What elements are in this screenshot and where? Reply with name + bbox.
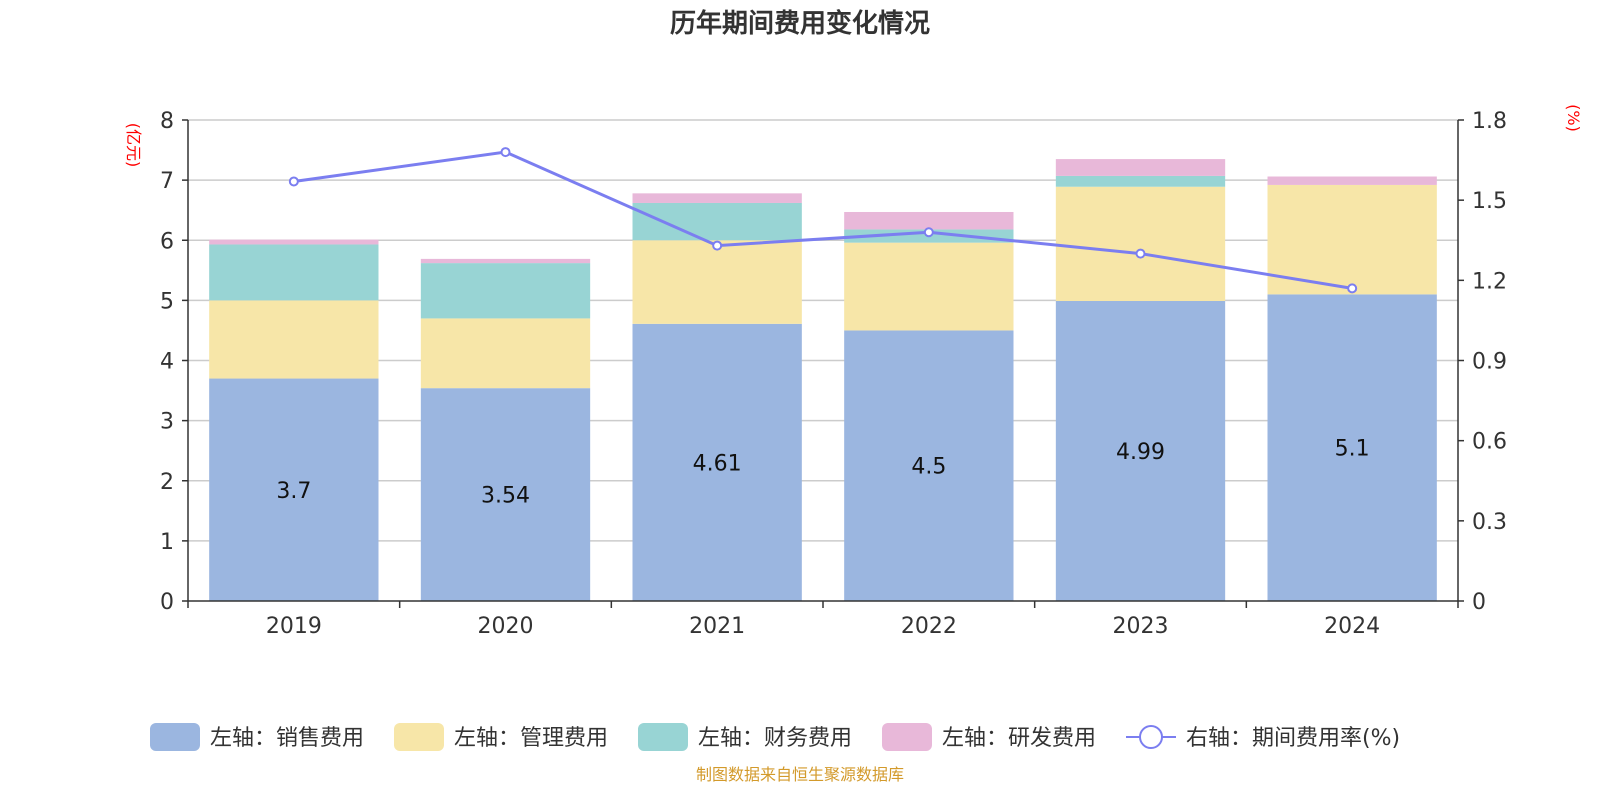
legend-swatch [394,723,444,751]
right-axis-tick-label: 0.6 [1472,430,1507,455]
right-axis-unit: (%) [1564,104,1583,132]
x-axis-tick-label: 2024 [1324,614,1380,639]
left-axis-tick-label: 7 [160,169,174,194]
data-labels: 3.7 3.54 4.61 4.5 4.99 5.1 [276,437,1369,509]
axes: 0 1 2 3 4 5 6 7 8 0 0.3 0.6 0.9 1.2 1.5 1.8 2019 2020 2021… [160,109,1507,639]
bar-segment [1055,175,1226,187]
legend-swatch [882,723,932,751]
x-axis-tick-label: 2020 [478,614,534,639]
bar-segment [844,330,1014,601]
bar-data-label: 4.5 [911,455,946,480]
bars [209,159,1437,601]
legend-label: 左轴：财务费用 [698,726,852,751]
x-axis-tick-label: 2022 [901,614,957,639]
legend-swatch [150,723,200,751]
right-axis-tick-label: 0.9 [1472,350,1507,375]
bar-segment [420,388,591,601]
bar-segment [632,240,802,324]
legend-label: 左轴：管理费用 [454,726,608,751]
left-axis-tick-label: 3 [160,410,174,435]
bar-data-label: 3.7 [276,479,311,504]
left-axis-tick-label: 1 [160,530,174,555]
bar-segment [420,258,591,264]
rate-point [1135,248,1146,259]
x-axis-tick-label: 2019 [266,614,322,639]
bar-segment [1267,184,1437,295]
legend: 左轴：销售费用 左轴：管理费用 左轴：财务费用 左轴：研发费用 右轴：期间费用率(%) [150,723,1400,751]
rate-point [288,176,299,187]
rate-point [1347,283,1358,294]
bar-segment [420,263,591,319]
legend-label: 左轴：研发费用 [942,726,1096,751]
bar-segment [1055,159,1226,176]
right-axis-tick-label: 0 [1472,590,1486,615]
bar-segment [209,378,379,601]
right-axis-tick-label: 1.8 [1472,109,1507,134]
bar-segment [209,244,379,301]
right-axis-tick-label: 1.5 [1472,189,1507,214]
rate-line-path [293,150,1353,290]
bar-segment [844,211,1014,230]
bar-segment [420,318,591,389]
bar-segment [1055,186,1226,301]
bar-data-label: 4.61 [693,451,742,476]
bar-segment [1055,300,1226,601]
bar-segment [209,300,379,379]
left-axis-tick-label: 0 [160,590,174,615]
legend-label: 右轴：期间费用率(%) [1186,726,1400,751]
bar-segment [209,239,379,245]
bar-segment [632,193,802,203]
bar-segment [1267,176,1437,185]
left-axis-tick-label: 4 [160,350,174,375]
bar-data-label: 4.99 [1116,440,1165,465]
source-note: 制图数据来自恒生聚源数据库 [696,765,904,784]
legend-label: 左轴：销售费用 [210,726,364,751]
left-axis-unit: (亿元) [124,123,143,168]
legend-line-marker [1139,725,1163,749]
bar-segment [844,242,1014,331]
x-axis-tick-label: 2023 [1113,614,1169,639]
chart-title: 历年期间费用变化情况 [670,8,930,39]
left-axis-tick-label: 5 [160,289,174,314]
rate-point [500,147,511,158]
bar-data-label: 5.1 [1335,437,1370,462]
bar-data-label: 3.54 [481,484,530,509]
bar-segment [632,202,802,241]
bar-segment [632,323,802,601]
left-axis-tick-label: 2 [160,470,174,495]
rate-line [288,147,1358,294]
left-axis-tick-label: 8 [160,109,174,134]
rate-point [712,240,723,251]
left-axis-tick-label: 6 [160,229,174,254]
rate-point [923,227,934,238]
right-axis-tick-label: 1.2 [1472,269,1507,294]
x-axis-tick-label: 2021 [689,614,745,639]
right-axis-tick-label: 0.3 [1472,510,1507,535]
legend-swatch [638,723,688,751]
bar-segment [1267,294,1437,601]
